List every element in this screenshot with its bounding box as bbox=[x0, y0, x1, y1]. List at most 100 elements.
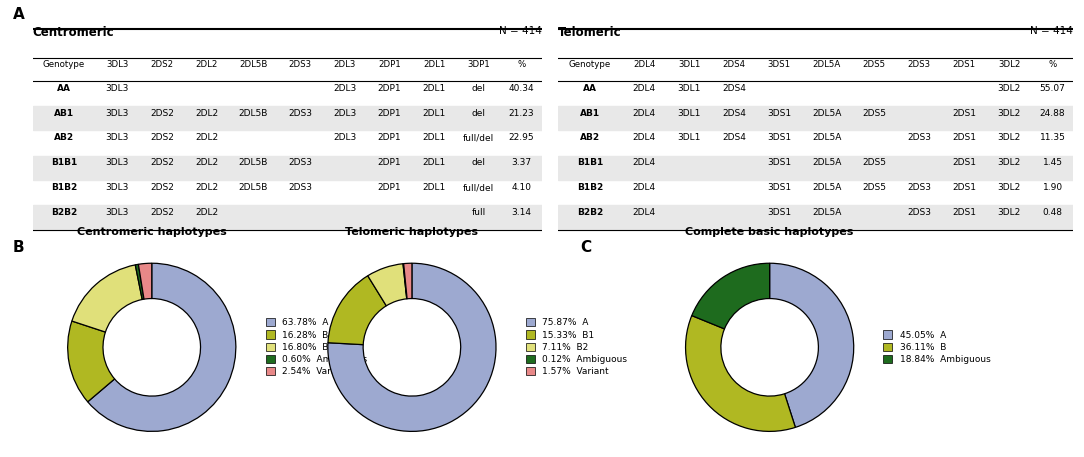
Text: 2DL4: 2DL4 bbox=[633, 109, 656, 117]
Text: 2DL4: 2DL4 bbox=[633, 208, 656, 217]
Text: 3DS1: 3DS1 bbox=[767, 158, 791, 167]
Text: 2DL2: 2DL2 bbox=[195, 183, 218, 192]
Text: 2DS1: 2DS1 bbox=[952, 109, 977, 117]
Text: 4.10: 4.10 bbox=[512, 183, 531, 192]
Text: 2DS2: 2DS2 bbox=[150, 208, 175, 217]
Text: 2DL1: 2DL1 bbox=[423, 60, 446, 69]
Text: 2DS5: 2DS5 bbox=[862, 158, 886, 167]
Text: 2DL5A: 2DL5A bbox=[812, 208, 841, 217]
Text: 3DL3: 3DL3 bbox=[106, 208, 129, 217]
Text: AB2: AB2 bbox=[580, 133, 599, 143]
Text: 3DL3: 3DL3 bbox=[106, 158, 129, 167]
Text: del: del bbox=[472, 84, 486, 93]
Text: 2DL5A: 2DL5A bbox=[813, 60, 841, 69]
Text: 2DS3: 2DS3 bbox=[288, 158, 312, 167]
Text: Genotype: Genotype bbox=[569, 60, 611, 69]
Text: 3DL2: 3DL2 bbox=[997, 183, 1021, 192]
Text: 2DL5B: 2DL5B bbox=[238, 158, 268, 167]
Text: 2DS2: 2DS2 bbox=[151, 60, 173, 69]
Text: 2DL5B: 2DL5B bbox=[240, 60, 268, 69]
Text: 24.88: 24.88 bbox=[1040, 109, 1066, 117]
Text: 2DS2: 2DS2 bbox=[150, 133, 175, 143]
Text: 2DL4: 2DL4 bbox=[633, 84, 656, 93]
Text: AA: AA bbox=[583, 84, 597, 93]
Bar bbox=[558, 156, 1073, 180]
Text: 2DS2: 2DS2 bbox=[150, 109, 175, 117]
Text: B: B bbox=[13, 240, 25, 255]
Text: 2DL1: 2DL1 bbox=[423, 109, 446, 117]
Text: B1B1: B1B1 bbox=[577, 158, 603, 167]
Text: 2DL5B: 2DL5B bbox=[238, 183, 268, 192]
Wedge shape bbox=[72, 265, 142, 332]
Text: 2DL2: 2DL2 bbox=[195, 208, 218, 217]
Text: AB1: AB1 bbox=[54, 109, 74, 117]
Text: 55.07: 55.07 bbox=[1040, 84, 1066, 93]
Wedge shape bbox=[403, 264, 408, 299]
Text: N = 414: N = 414 bbox=[499, 26, 542, 36]
Wedge shape bbox=[692, 263, 770, 329]
Wedge shape bbox=[367, 264, 406, 306]
Text: 2DL3: 2DL3 bbox=[334, 109, 357, 117]
Legend: 45.05%  A, 36.11%  B, 18.84%  Ambiguous: 45.05% A, 36.11% B, 18.84% Ambiguous bbox=[883, 330, 991, 364]
Text: 2DL3: 2DL3 bbox=[334, 60, 357, 69]
Text: 2DL4: 2DL4 bbox=[633, 183, 656, 192]
Text: 2DS1: 2DS1 bbox=[952, 183, 977, 192]
Text: 2DL5A: 2DL5A bbox=[812, 133, 841, 143]
Text: Genotype: Genotype bbox=[42, 60, 85, 69]
Legend: 63.78%  A, 16.28%  B1, 16.80%  B2, 0.60%  Ambiguous, 2.54%  Variant: 63.78% A, 16.28% B1, 16.80% B2, 0.60% Am… bbox=[266, 318, 367, 377]
Text: 2DP1: 2DP1 bbox=[378, 109, 401, 117]
Text: 3DS1: 3DS1 bbox=[767, 109, 791, 117]
Text: 2DS5: 2DS5 bbox=[862, 109, 886, 117]
Text: 2DS2: 2DS2 bbox=[150, 158, 175, 167]
Text: C: C bbox=[580, 240, 591, 255]
Text: 2DP1: 2DP1 bbox=[378, 84, 401, 93]
Text: 2DS3: 2DS3 bbox=[907, 60, 931, 69]
Text: 2DS3: 2DS3 bbox=[288, 183, 312, 192]
Text: 3DL3: 3DL3 bbox=[106, 183, 129, 192]
Text: del: del bbox=[472, 158, 486, 167]
Text: 2DL5A: 2DL5A bbox=[812, 158, 841, 167]
Text: 2DS4: 2DS4 bbox=[722, 133, 746, 143]
Bar bbox=[33, 156, 542, 180]
Text: AA: AA bbox=[56, 84, 70, 93]
Text: 2DP1: 2DP1 bbox=[378, 183, 401, 192]
Text: 3DS1: 3DS1 bbox=[767, 183, 791, 192]
Text: B2B2: B2B2 bbox=[51, 208, 77, 217]
Text: Centromeric: Centromeric bbox=[33, 26, 114, 39]
Text: full: full bbox=[472, 208, 486, 217]
Text: 2DS4: 2DS4 bbox=[722, 109, 746, 117]
Text: 2DS3: 2DS3 bbox=[288, 109, 312, 117]
Text: 2DS1: 2DS1 bbox=[952, 208, 977, 217]
Text: 2DP1: 2DP1 bbox=[378, 133, 401, 143]
Text: full/del: full/del bbox=[463, 133, 494, 143]
Text: 3.14: 3.14 bbox=[512, 208, 531, 217]
Text: 21.23: 21.23 bbox=[508, 109, 534, 117]
Text: 11.35: 11.35 bbox=[1040, 133, 1066, 143]
Wedge shape bbox=[328, 276, 386, 345]
Text: 2DL3: 2DL3 bbox=[334, 84, 357, 93]
Text: 2DL5B: 2DL5B bbox=[238, 109, 268, 117]
Text: B1B1: B1B1 bbox=[51, 158, 77, 167]
Text: 2DL2: 2DL2 bbox=[195, 133, 218, 143]
Bar bbox=[558, 205, 1073, 230]
Text: B1B2: B1B2 bbox=[577, 183, 603, 192]
Text: 3DL3: 3DL3 bbox=[106, 60, 129, 69]
Text: 3DL2: 3DL2 bbox=[997, 208, 1021, 217]
Wedge shape bbox=[139, 263, 152, 299]
Text: 3DS1: 3DS1 bbox=[767, 133, 791, 143]
Text: 2DL2: 2DL2 bbox=[195, 109, 218, 117]
Text: 2DL4: 2DL4 bbox=[633, 158, 656, 167]
Wedge shape bbox=[685, 316, 796, 431]
Text: 2DL1: 2DL1 bbox=[423, 158, 446, 167]
Text: full/del: full/del bbox=[463, 183, 494, 192]
Text: 2DL4: 2DL4 bbox=[633, 133, 656, 143]
Text: 3DL1: 3DL1 bbox=[678, 109, 701, 117]
Bar bbox=[33, 106, 542, 131]
Text: 3DL2: 3DL2 bbox=[997, 133, 1021, 143]
Text: N = 414: N = 414 bbox=[1030, 26, 1073, 36]
Text: 2DL1: 2DL1 bbox=[423, 133, 446, 143]
Text: 2DL2: 2DL2 bbox=[195, 158, 218, 167]
Text: %: % bbox=[1048, 60, 1057, 69]
Text: 3DL3: 3DL3 bbox=[106, 133, 129, 143]
Text: 3DL2: 3DL2 bbox=[997, 158, 1021, 167]
